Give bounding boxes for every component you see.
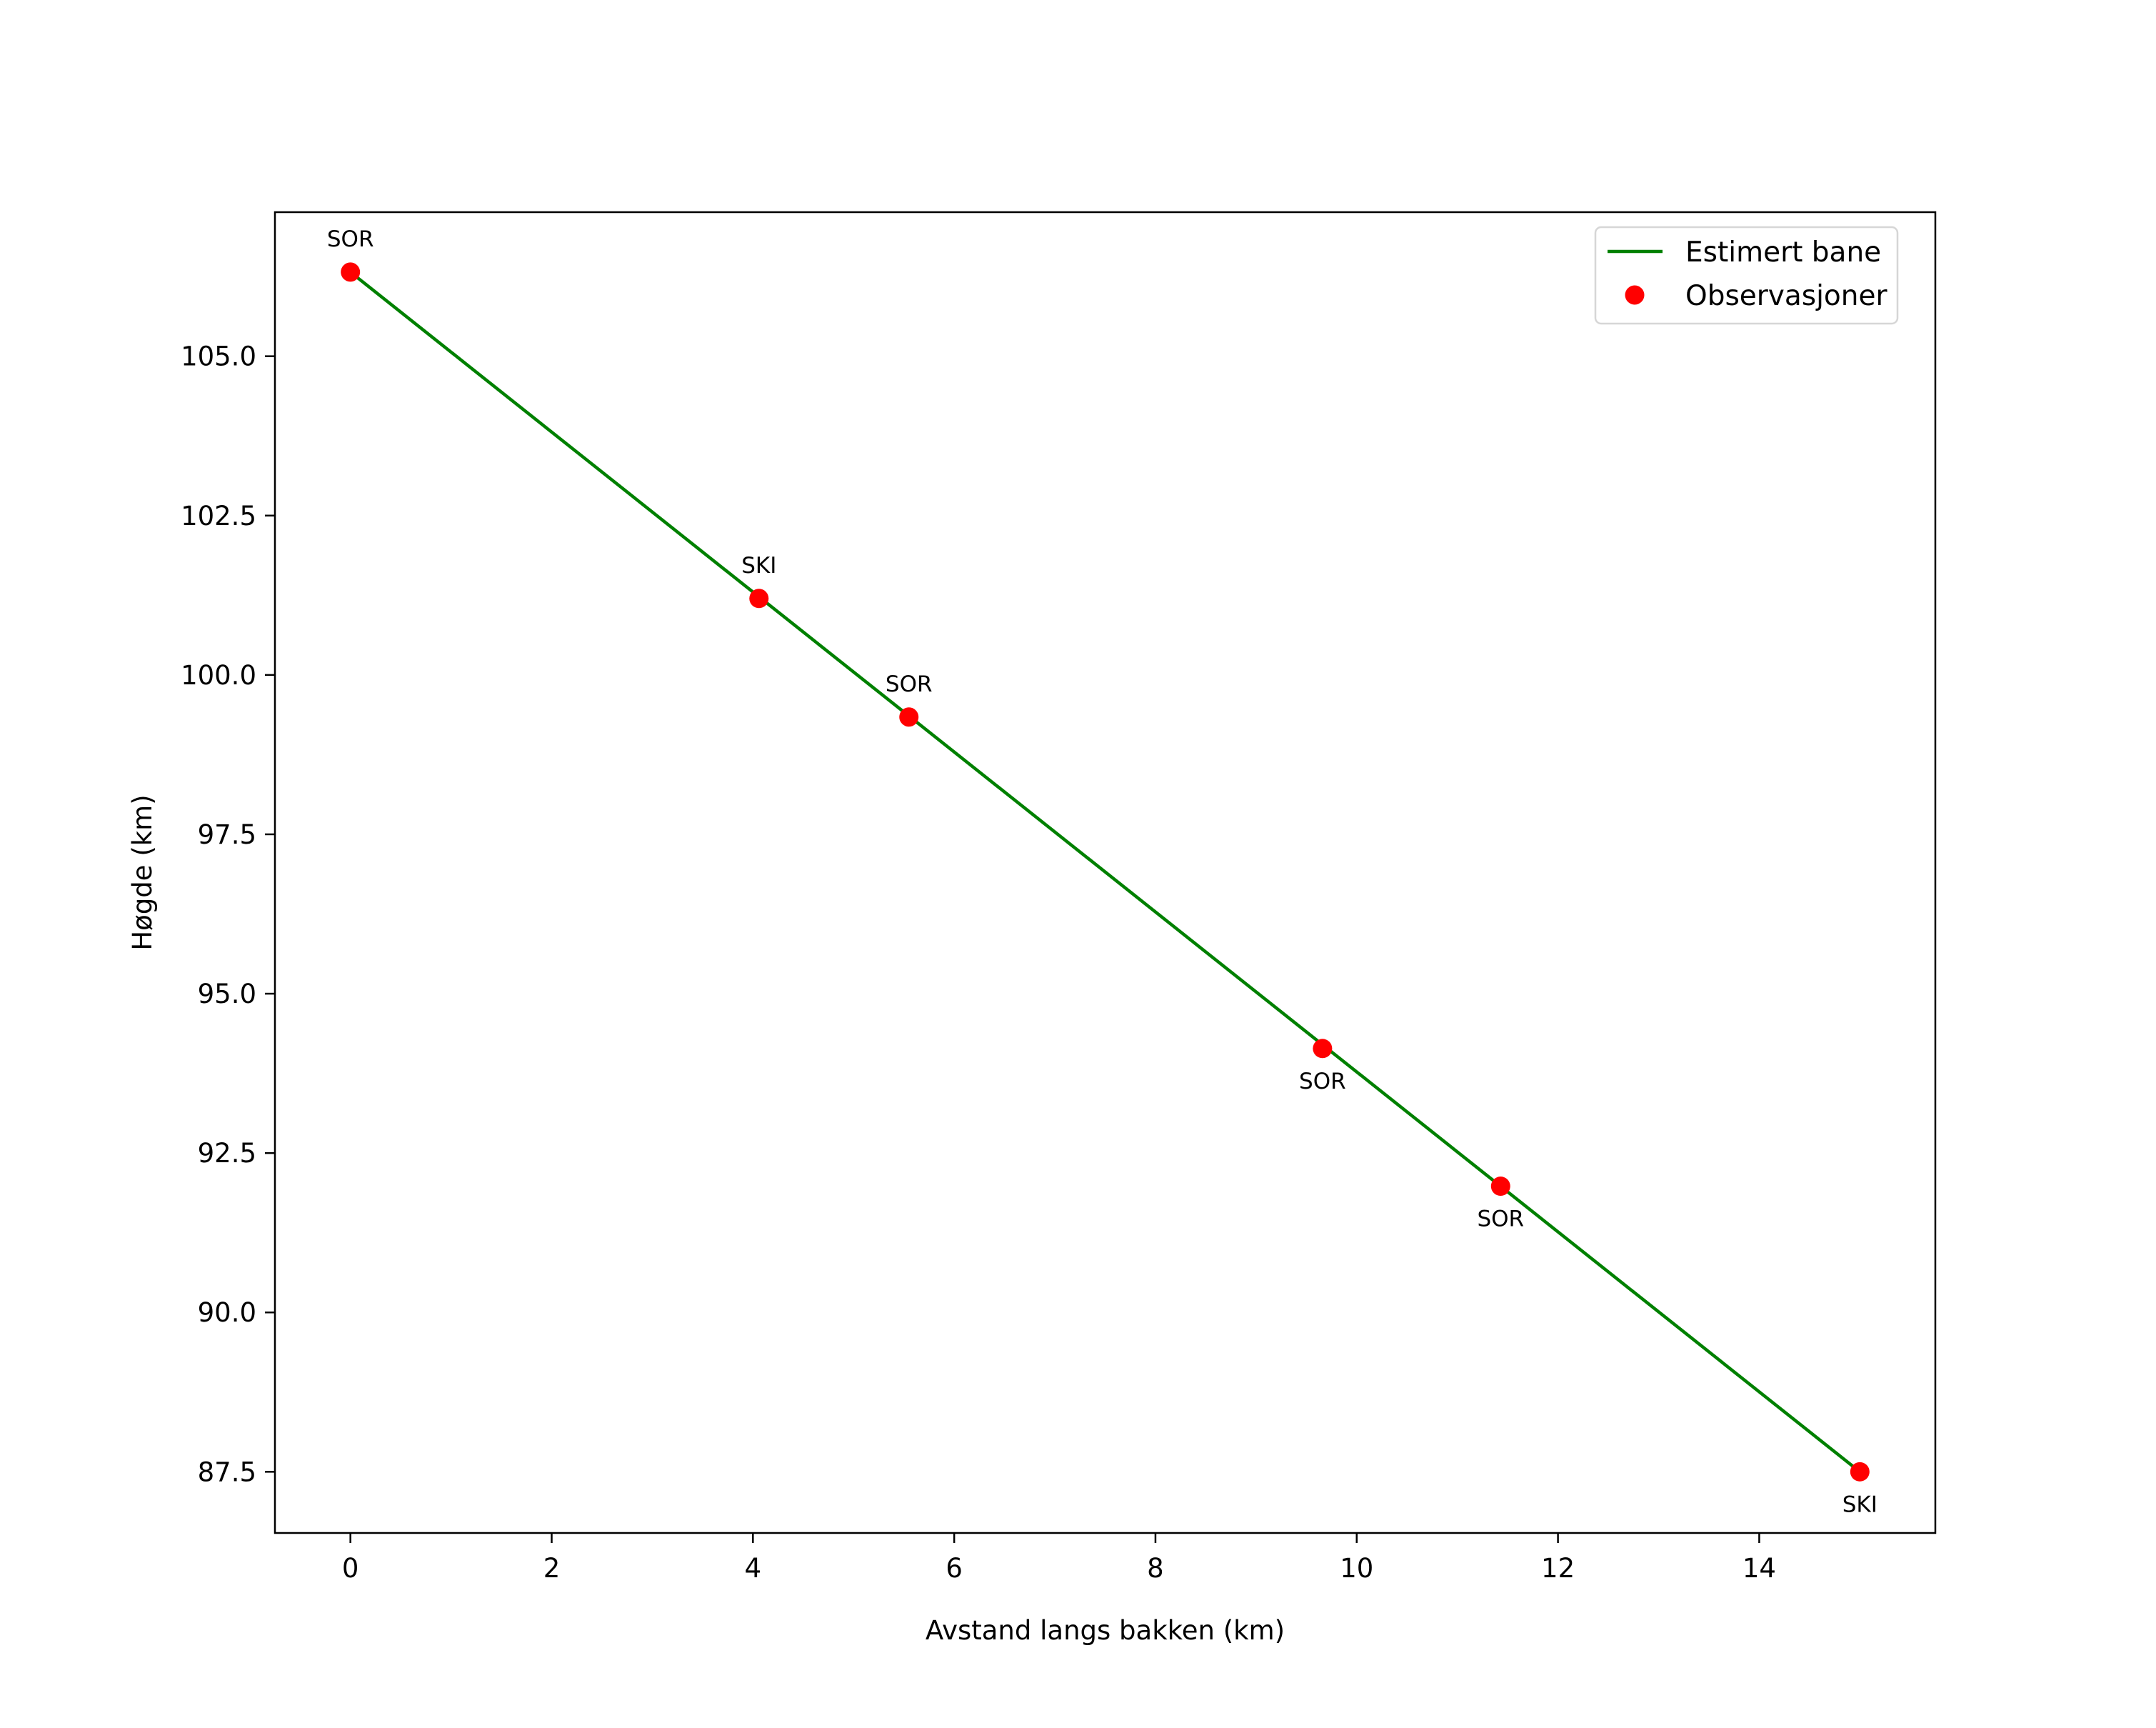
x-tick-label: 6 — [946, 1553, 963, 1584]
observation-station-label: SOR — [327, 226, 374, 252]
axes-frame — [274, 211, 1937, 1534]
observation-point — [1490, 1177, 1510, 1197]
legend: Estimert bane Observasjoner — [1594, 226, 1899, 325]
y-tick-label: 90.0 — [198, 1297, 256, 1328]
x-tick-label: 10 — [1340, 1553, 1373, 1584]
observation-point — [899, 707, 919, 727]
observation-station-label: SOR — [1299, 1069, 1346, 1094]
y-tick-label: 97.5 — [198, 819, 256, 850]
legend-label-estimert-bane: Estimert bane — [1685, 236, 1881, 269]
legend-dot-swatch-icon — [1625, 285, 1645, 305]
y-axis-label: Høgde (km) — [127, 794, 158, 950]
y-tick-label: 102.5 — [181, 501, 256, 531]
legend-box — [1594, 226, 1899, 325]
y-axis-ticks: 87.5 90.0 92.5 95.0 97.5 100.0 102.5 105.0 — [181, 341, 275, 1487]
plot-area: SOR SKI SOR SOR SOR SKI — [327, 226, 1877, 1517]
observation-point — [1850, 1462, 1870, 1482]
y-tick-label: 87.5 — [198, 1457, 256, 1487]
x-tick-label: 4 — [745, 1553, 762, 1584]
y-tick-label: 105.0 — [181, 341, 256, 372]
x-tick-label: 2 — [543, 1553, 561, 1584]
observation-station-label: SKI — [1842, 1492, 1877, 1517]
legend-label-observasjoner: Observasjoner — [1685, 280, 1888, 312]
observation-station-label: SOR — [1477, 1207, 1524, 1232]
y-tick-label: 92.5 — [198, 1138, 256, 1169]
observation-point — [341, 262, 361, 282]
observation-point — [749, 589, 769, 609]
x-tick-label: 12 — [1541, 1553, 1575, 1584]
x-tick-label: 8 — [1147, 1553, 1164, 1584]
y-tick-label: 95.0 — [198, 979, 256, 1009]
observation-station-label: SKI — [741, 553, 776, 579]
observation-station-label: SOR — [886, 671, 933, 697]
estimated-trajectory-line — [349, 271, 1861, 1474]
x-axis-label: Avstand langs bakken (km) — [926, 1615, 1285, 1646]
x-tick-label: 0 — [342, 1553, 359, 1584]
x-axis-ticks: 0 2 4 6 8 10 12 14 — [342, 1533, 1776, 1584]
observation-point — [1313, 1039, 1333, 1059]
x-tick-label: 14 — [1743, 1553, 1776, 1584]
y-tick-label: 100.0 — [181, 660, 256, 691]
